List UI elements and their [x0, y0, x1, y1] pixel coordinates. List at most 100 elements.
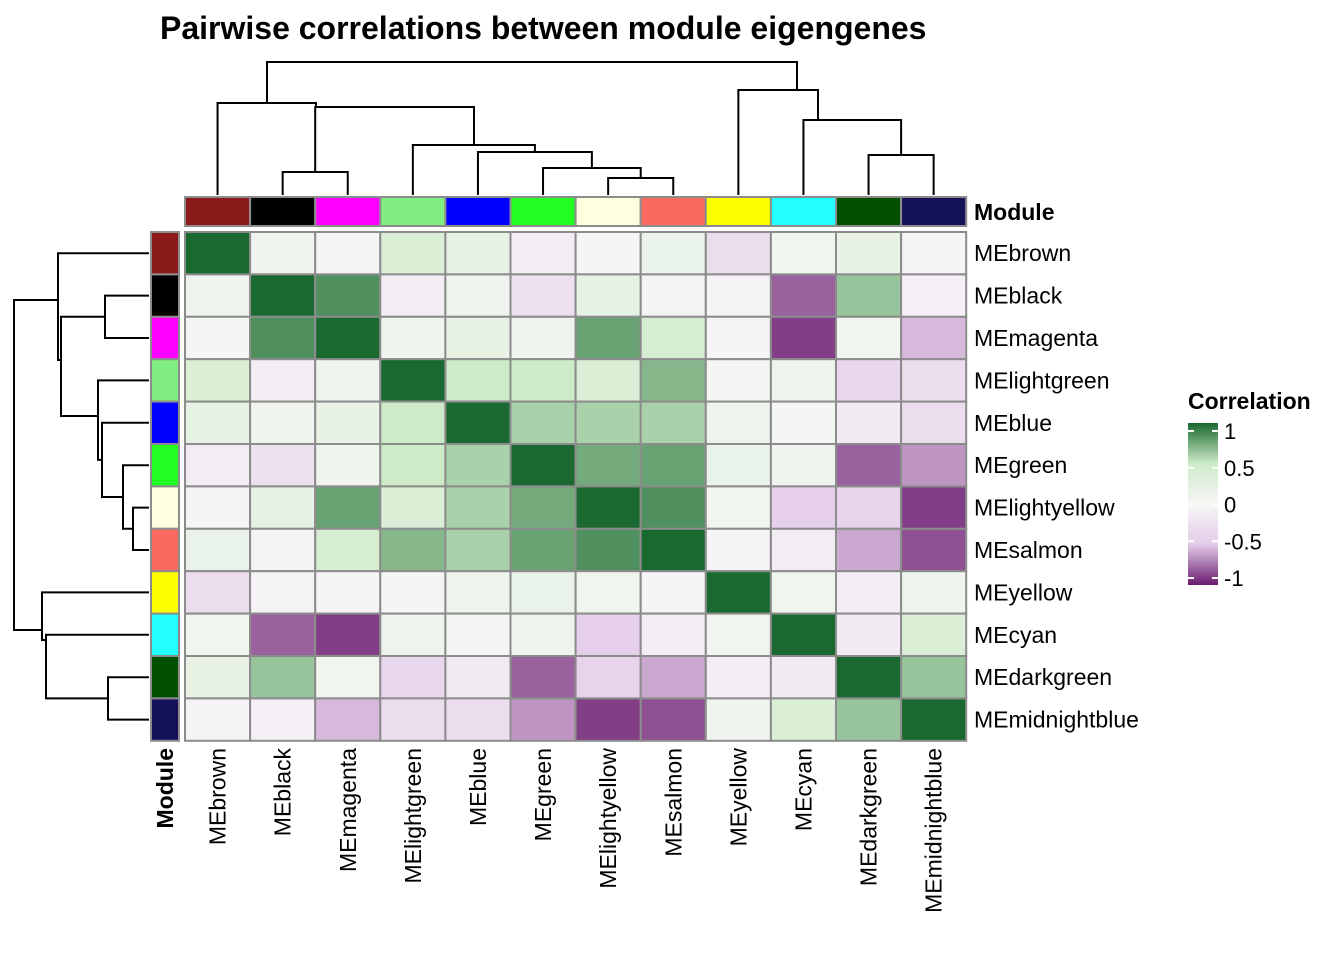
heatmap-cell: [379, 527, 447, 573]
row-label: MEyellow: [974, 579, 1073, 605]
heatmap-cell: [574, 358, 642, 403]
row-label: MEmidnightblue: [974, 707, 1139, 733]
heatmap-cell: [314, 655, 382, 700]
column-annotation-cell: [574, 196, 642, 227]
column-annotation-cell: [835, 196, 903, 227]
column-annotation-cell: [509, 196, 577, 227]
heatmap-cell: [835, 527, 903, 573]
heatmap-cell: [835, 612, 903, 657]
heatmap-cell: [509, 443, 577, 488]
column-label: MElightyellow: [595, 748, 621, 889]
legend-tick-label: -1: [1224, 566, 1244, 591]
legend-tick-label: 0.5: [1224, 456, 1255, 481]
heatmap-cell: [314, 697, 382, 742]
heatmap-cell: [184, 655, 252, 700]
column-label: MElightgreen: [400, 748, 426, 884]
heatmap-cell: [444, 697, 512, 742]
column-annotation-cell: [379, 196, 447, 227]
dendrogram-branch: [13, 299, 58, 631]
chart-title: Pairwise correlations between module eig…: [160, 10, 927, 46]
heatmap-cell: [900, 443, 968, 488]
row-dendrogram: [13, 252, 149, 721]
heatmap-cell: [379, 358, 447, 403]
heatmap-cell: [574, 231, 642, 276]
heatmap-cell: [249, 273, 317, 318]
heatmap-cell: [769, 358, 838, 403]
heatmap-cell: [314, 612, 382, 657]
heatmap-cell: [314, 273, 382, 318]
column-annotation-cell: [444, 196, 512, 227]
row-annotation-cell: [150, 400, 180, 446]
heatmap-cell: [639, 697, 707, 742]
heatmap-cell: [249, 612, 317, 657]
column-label: MEmagenta: [335, 748, 361, 872]
column-label: MEcyan: [790, 748, 816, 831]
heatmap-cell: [574, 443, 642, 488]
legend-tick-label: 1: [1224, 419, 1236, 444]
heatmap-cell: [249, 697, 317, 742]
column-annotation-cell: [314, 196, 382, 227]
column-label: MEbrown: [205, 748, 231, 845]
heatmap-cell: [574, 315, 642, 361]
heatmap-cell: [835, 400, 903, 446]
heatmap-cell: [835, 231, 903, 276]
dendrogram-branch: [867, 154, 935, 195]
row-label: MEcyan: [974, 622, 1057, 648]
heatmap-cell: [184, 697, 252, 742]
heatmap-cell: [900, 315, 968, 361]
heatmap-cell: [835, 697, 903, 742]
heatmap-cell: [444, 358, 512, 403]
row-label: MElightyellow: [974, 495, 1115, 521]
heatmap-cell: [379, 273, 447, 318]
heatmap-cell: [314, 315, 382, 361]
heatmap-cell: [444, 443, 512, 488]
legend-tick-label: -0.5: [1224, 529, 1262, 554]
heatmap-cell: [379, 485, 447, 530]
heatmap-cell: [509, 358, 577, 403]
row-labels: MEbrown MEblack MEmagenta MElightgreen MEblu…: [974, 240, 1139, 732]
heatmap-cell: [704, 485, 772, 530]
heatmap-cell: [835, 358, 903, 403]
heatmap-cell: [769, 231, 838, 276]
heatmap-cell: [704, 400, 772, 446]
column-annotation-cell: [184, 196, 252, 227]
column-label: MEblue: [465, 748, 491, 826]
dendrogram-branch: [122, 464, 149, 530]
heatmap-cell: [900, 612, 968, 657]
heatmap-cell: [314, 527, 382, 573]
heatmap-cell: [704, 273, 772, 318]
heatmap-cell: [314, 570, 382, 615]
heatmap-cell: [769, 527, 838, 573]
heatmap-cell: [379, 655, 447, 700]
row-label: MEblue: [974, 410, 1052, 436]
row-annotation-cell: [150, 485, 180, 530]
dendrogram-branch: [41, 591, 149, 641]
dendrogram-branch: [97, 379, 149, 461]
row-label: MElightgreen: [974, 367, 1110, 393]
column-annotation-cell: [249, 196, 317, 227]
column-label: MEblack: [270, 748, 296, 837]
heatmap-cell: [574, 273, 642, 318]
heatmap-cell: [574, 697, 642, 742]
heatmap-cell: [900, 231, 968, 276]
dendrogram-branch: [802, 119, 903, 195]
heatmap-cell: [184, 358, 252, 403]
dendrogram-branch: [607, 177, 675, 195]
heatmap-cell: [769, 570, 838, 615]
heatmap-cell: [444, 485, 512, 530]
heatmap-cell: [509, 527, 577, 573]
dendrogram-branch: [476, 151, 593, 195]
heatmap-cell: [184, 315, 252, 361]
row-annotation-cell: [150, 697, 180, 742]
heatmap-cell: [639, 612, 707, 657]
heatmap-cell: [900, 485, 968, 530]
heatmap-cell: [314, 358, 382, 403]
column-annotation-cell: [769, 196, 838, 227]
heatmap-cell: [639, 527, 707, 573]
heatmap-cell: [574, 400, 642, 446]
heatmap-cell: [835, 655, 903, 700]
heatmap-cell: [639, 273, 707, 318]
heatmap-cell: [379, 612, 447, 657]
heatmap-cell: [900, 400, 968, 446]
heatmap-cell: [704, 612, 772, 657]
